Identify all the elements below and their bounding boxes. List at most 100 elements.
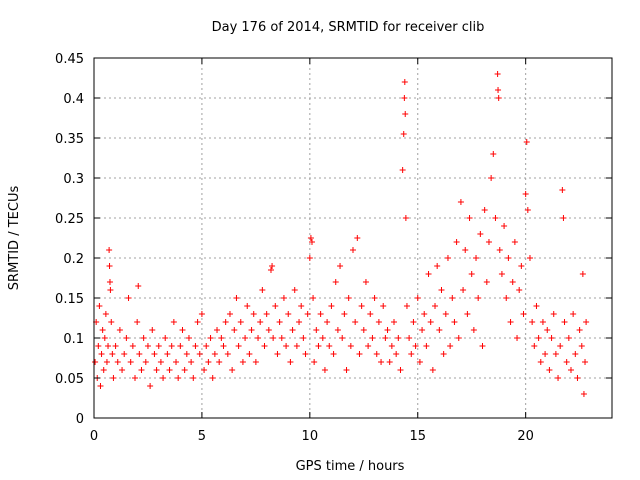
data-point-marker bbox=[490, 151, 497, 157]
y-tick-label: 0.25 bbox=[55, 212, 84, 227]
data-point-marker bbox=[563, 359, 570, 365]
data-point-marker bbox=[326, 343, 333, 349]
data-point-marker bbox=[416, 359, 423, 365]
data-point-marker bbox=[198, 311, 205, 317]
data-point-marker bbox=[125, 295, 132, 301]
data-point-marker bbox=[397, 367, 404, 373]
data-point-marker bbox=[475, 295, 482, 301]
data-point-marker bbox=[252, 359, 259, 365]
data-point-marker bbox=[557, 343, 564, 349]
data-point-marker bbox=[207, 335, 214, 341]
data-point-marker bbox=[403, 303, 410, 309]
grid-lines bbox=[94, 58, 612, 418]
data-point-marker bbox=[386, 359, 393, 365]
data-point-marker bbox=[181, 367, 188, 373]
data-point-marker bbox=[188, 359, 195, 365]
data-point-marker bbox=[127, 359, 134, 365]
data-point-marker bbox=[103, 359, 110, 365]
data-point-marker bbox=[315, 343, 322, 349]
data-point-marker bbox=[107, 287, 114, 293]
data-point-marker bbox=[406, 335, 413, 341]
data-point-marker bbox=[129, 343, 136, 349]
y-tick-label: 0.4 bbox=[63, 92, 84, 107]
data-point-marker bbox=[400, 131, 407, 137]
x-tick-label: 5 bbox=[198, 429, 206, 444]
data-point-marker bbox=[307, 235, 314, 241]
data-point-marker bbox=[168, 343, 175, 349]
data-point-marker bbox=[582, 359, 589, 365]
data-point-marker bbox=[114, 359, 121, 365]
data-point-marker bbox=[157, 359, 164, 365]
data-point-marker bbox=[531, 343, 538, 349]
y-tick-label: 0.15 bbox=[55, 292, 84, 307]
data-point-marker bbox=[399, 167, 406, 173]
data-point-marker bbox=[507, 319, 514, 325]
data-point-marker bbox=[255, 335, 262, 341]
data-point-marker bbox=[119, 367, 126, 373]
data-point-marker bbox=[283, 343, 290, 349]
data-point-marker bbox=[151, 351, 158, 357]
data-point-marker bbox=[218, 335, 225, 341]
data-point-marker bbox=[269, 263, 276, 269]
data-point-marker bbox=[447, 343, 454, 349]
data-point-marker bbox=[261, 343, 268, 349]
data-point-marker bbox=[106, 279, 113, 285]
x-tick-label: 15 bbox=[409, 429, 426, 444]
data-point-marker bbox=[263, 311, 270, 317]
data-point-marker bbox=[369, 335, 376, 341]
data-point-marker bbox=[205, 359, 212, 365]
data-point-marker bbox=[410, 319, 417, 325]
data-point-marker bbox=[526, 255, 533, 261]
y-tick-label: 0.45 bbox=[55, 52, 84, 67]
y-tick-label: 0.1 bbox=[63, 332, 84, 347]
data-point-marker bbox=[280, 295, 287, 301]
data-point-marker bbox=[142, 359, 149, 365]
data-point-marker bbox=[384, 327, 391, 333]
data-point-marker bbox=[546, 367, 553, 373]
data-point-marker bbox=[140, 335, 147, 341]
x-tick-label: 20 bbox=[517, 429, 534, 444]
data-point-marker bbox=[427, 319, 434, 325]
y-tick-label: 0.2 bbox=[63, 252, 84, 267]
data-point-marker bbox=[567, 367, 574, 373]
data-point-marker bbox=[408, 351, 415, 357]
data-point-marker bbox=[246, 351, 253, 357]
data-point-marker bbox=[498, 271, 505, 277]
data-point-marker bbox=[503, 295, 510, 301]
data-point-marker bbox=[496, 247, 503, 253]
data-point-marker bbox=[470, 327, 477, 333]
data-point-marker bbox=[108, 319, 115, 325]
data-point-marker bbox=[373, 351, 380, 357]
data-point-marker bbox=[375, 319, 382, 325]
data-point-marker bbox=[462, 247, 469, 253]
data-point-marker bbox=[317, 311, 324, 317]
data-point-marker bbox=[96, 303, 103, 309]
data-point-marker bbox=[324, 319, 331, 325]
data-point-marker bbox=[179, 327, 186, 333]
data-point-marker bbox=[101, 335, 108, 341]
data-point-marker bbox=[185, 335, 192, 341]
data-point-marker bbox=[306, 255, 313, 261]
data-point-marker bbox=[321, 367, 328, 373]
data-point-marker bbox=[175, 375, 182, 381]
data-point-marker bbox=[579, 271, 586, 277]
data-point-marker bbox=[419, 327, 426, 333]
data-point-marker bbox=[272, 303, 279, 309]
data-point-marker bbox=[226, 311, 233, 317]
data-point-marker bbox=[257, 319, 264, 325]
data-point-marker bbox=[539, 319, 546, 325]
data-point-marker bbox=[414, 295, 421, 301]
data-point-marker bbox=[371, 295, 378, 301]
data-point-marker bbox=[95, 343, 102, 349]
data-point-marker bbox=[382, 335, 389, 341]
data-point-marker bbox=[170, 319, 177, 325]
plot-frame bbox=[93, 57, 613, 419]
data-point-marker bbox=[304, 311, 311, 317]
data-point-marker bbox=[287, 359, 294, 365]
data-point-marker bbox=[121, 351, 128, 357]
data-point-marker bbox=[524, 207, 531, 213]
data-point-marker bbox=[434, 263, 441, 269]
data-point-marker bbox=[285, 311, 292, 317]
data-point-marker bbox=[92, 359, 99, 365]
data-point-marker bbox=[192, 343, 199, 349]
